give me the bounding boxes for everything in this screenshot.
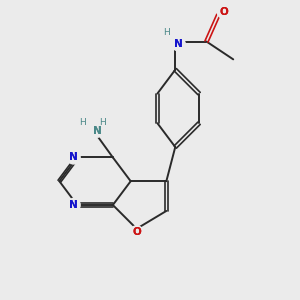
Text: N: N [93,126,101,136]
Text: O: O [219,7,228,17]
Circle shape [67,198,80,212]
Text: N: N [69,200,78,210]
Text: N: N [69,200,78,210]
Text: H: H [99,118,106,127]
Circle shape [91,124,103,137]
Text: O: O [132,227,141,237]
Text: H: H [163,28,170,37]
Text: N: N [69,152,78,162]
Circle shape [130,226,143,239]
Circle shape [217,5,230,18]
Text: N: N [175,40,183,50]
Text: N: N [175,40,183,50]
Circle shape [172,38,185,51]
Text: N: N [93,126,101,136]
Text: N: N [69,152,78,162]
Text: O: O [219,7,228,17]
Text: O: O [132,227,141,237]
Text: H: H [79,118,86,127]
Circle shape [67,151,80,164]
